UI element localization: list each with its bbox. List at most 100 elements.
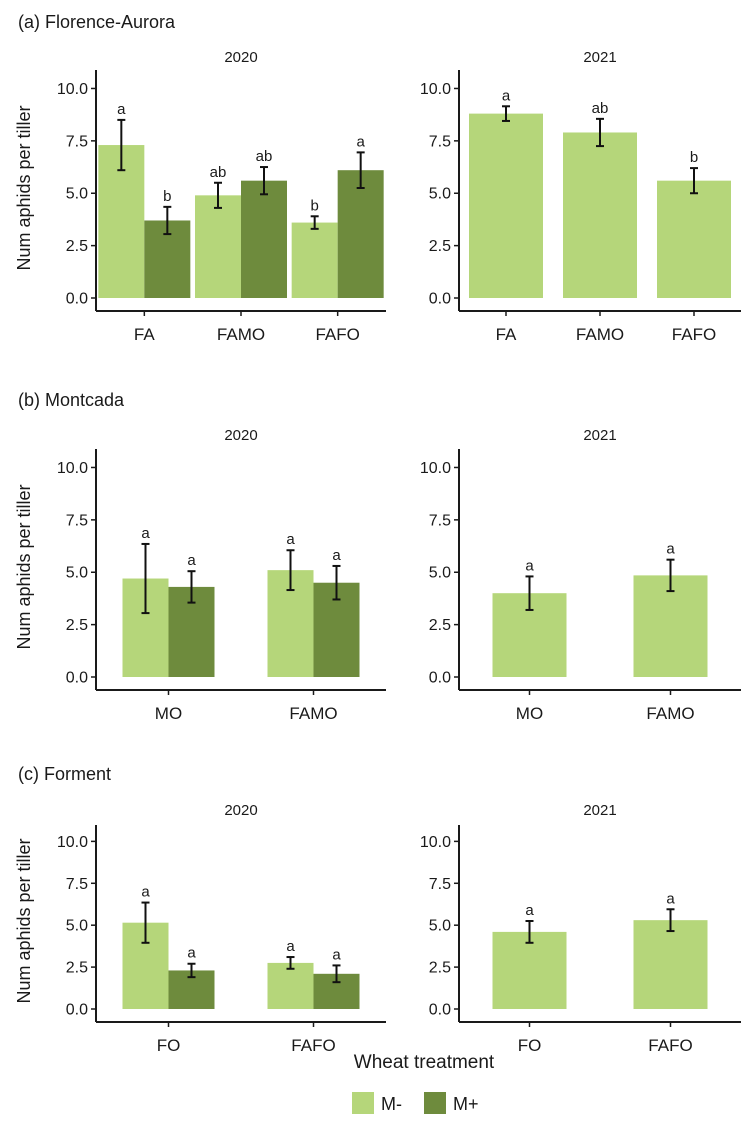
facet-title-c-2021: 2021 xyxy=(583,802,616,819)
bar-m-minus-famo xyxy=(633,575,708,677)
y-tick-label: 0.0 xyxy=(429,1002,451,1019)
x-tick-label: MO xyxy=(155,704,182,723)
x-tick-label: FAFO xyxy=(291,1036,335,1055)
y-tick-label: 2.5 xyxy=(66,617,88,634)
significance-label: a xyxy=(525,902,534,919)
y-tick-label: 10.0 xyxy=(57,81,88,98)
bar-m-minus-famo xyxy=(563,132,637,298)
bar-m-minus-famo xyxy=(195,195,241,298)
y-tick-label: 10.0 xyxy=(420,460,451,477)
x-tick-label: FAFO xyxy=(672,325,716,344)
x-tick-label: FO xyxy=(157,1036,181,1055)
x-tick-label: MO xyxy=(516,704,543,723)
y-tick-label: 2.5 xyxy=(429,617,451,634)
facet-title-b-2021: 2021 xyxy=(583,427,616,444)
bar-m-minus-fafo xyxy=(657,180,731,298)
significance-label: a xyxy=(332,547,341,564)
panel-title-c: (c) Forment xyxy=(18,764,111,784)
significance-label: b xyxy=(310,197,318,214)
x-tick-label: FAMO xyxy=(576,325,624,344)
y-tick-label: 0.0 xyxy=(66,670,88,687)
significance-label: ab xyxy=(592,100,609,117)
x-axis-title: Wheat treatment xyxy=(354,1052,495,1073)
significance-label: a xyxy=(525,557,534,574)
y-tick-label: 5.0 xyxy=(429,918,451,935)
significance-label: a xyxy=(502,87,511,104)
y-tick-label: 5.0 xyxy=(66,918,88,935)
y-tick-label: 10.0 xyxy=(57,460,88,477)
legend: M- M+ xyxy=(352,1092,479,1114)
significance-label: a xyxy=(666,541,675,558)
x-tick-label: FAFO xyxy=(648,1036,692,1055)
significance-label: a xyxy=(187,945,196,962)
x-tick-label: FA xyxy=(496,325,517,344)
legend-label-m-minus: M- xyxy=(381,1094,402,1114)
x-tick-label: FO xyxy=(518,1036,542,1055)
y-tick-label: 0.0 xyxy=(429,291,451,308)
y-tick-label: 7.5 xyxy=(429,133,451,150)
facet-title-b-2020: 2020 xyxy=(224,427,257,444)
y-axis-title-a: Num aphids per tiller xyxy=(14,105,34,270)
y-tick-label: 5.0 xyxy=(66,186,88,203)
y-axis-title-c: Num aphids per tiller xyxy=(14,838,34,1003)
y-tick-label: 5.0 xyxy=(429,565,451,582)
y-tick-label: 10.0 xyxy=(420,834,451,851)
y-tick-label: 7.5 xyxy=(66,133,88,150)
facet-title-a-2020: 2020 xyxy=(224,49,257,66)
chart-c-2020: 0.0 2.5 5.0 7.5 10.0 FO a a FAFO a a xyxy=(57,825,386,1055)
y-tick-label: 2.5 xyxy=(429,960,451,977)
y-tick-label: 0.0 xyxy=(429,670,451,687)
y-tick-label: 10.0 xyxy=(420,81,451,98)
bar-m-minus-fafo xyxy=(291,222,338,298)
bar-m-minus-fa xyxy=(469,113,543,298)
significance-label: a xyxy=(332,946,341,963)
legend-swatch-m-minus xyxy=(352,1092,374,1114)
x-tick-label: FAMO xyxy=(646,704,694,723)
y-tick-label: 7.5 xyxy=(66,876,88,893)
panel-title-b: (b) Montcada xyxy=(18,390,125,410)
x-tick-label: FAMO xyxy=(289,704,337,723)
significance-label: a xyxy=(187,552,196,569)
significance-label: a xyxy=(286,531,295,548)
y-tick-label: 0.0 xyxy=(66,1002,88,1019)
significance-label: a xyxy=(666,890,675,907)
significance-label: a xyxy=(117,101,126,118)
y-tick-label: 2.5 xyxy=(66,960,88,977)
significance-label: b xyxy=(690,149,698,166)
bar-m-plus-fafo xyxy=(337,170,384,298)
bar-m-minus-fafo xyxy=(267,962,314,1009)
y-tick-label: 7.5 xyxy=(429,512,451,529)
y-tick-label: 7.5 xyxy=(66,512,88,529)
y-tick-label: 10.0 xyxy=(57,834,88,851)
chart-a-2021: 0.0 2.5 5.0 7.5 10.0 FA a FAMO ab FAFO b xyxy=(420,70,741,344)
significance-label: ab xyxy=(256,148,273,165)
legend-swatch-m-plus xyxy=(424,1092,446,1114)
significance-label: a xyxy=(356,133,365,150)
y-tick-label: 0.0 xyxy=(66,291,88,308)
x-tick-label: FAFO xyxy=(315,325,359,344)
significance-label: a xyxy=(286,938,295,955)
significance-label: ab xyxy=(210,164,227,181)
y-tick-label: 7.5 xyxy=(429,876,451,893)
x-tick-label: FAMO xyxy=(217,325,265,344)
y-tick-label: 2.5 xyxy=(429,238,451,255)
significance-label: b xyxy=(163,188,171,205)
y-axis-title-b: Num aphids per tiller xyxy=(14,484,34,649)
legend-label-m-plus: M+ xyxy=(453,1094,479,1114)
y-tick-label: 5.0 xyxy=(429,186,451,203)
chart-c-2021: 0.0 2.5 5.0 7.5 10.0 FO a FAFO a xyxy=(420,825,741,1055)
bar-m-minus-fo xyxy=(492,931,567,1009)
bar-m-minus-fafo xyxy=(633,920,708,1009)
significance-label: a xyxy=(141,525,150,542)
panel-title-a: (a) Florence-Aurora xyxy=(18,12,176,32)
x-tick-label: FA xyxy=(134,325,155,344)
y-tick-label: 2.5 xyxy=(66,238,88,255)
significance-label: a xyxy=(141,884,150,901)
facet-title-c-2020: 2020 xyxy=(224,802,257,819)
chart-b-2021: 0.0 2.5 5.0 7.5 10.0 MO a FAMO a xyxy=(420,449,741,723)
bar-m-plus-famo xyxy=(241,180,287,298)
chart-b-2020: 0.0 2.5 5.0 7.5 10.0 MO a a FAMO a a xyxy=(57,449,386,723)
facet-title-a-2021: 2021 xyxy=(583,49,616,66)
